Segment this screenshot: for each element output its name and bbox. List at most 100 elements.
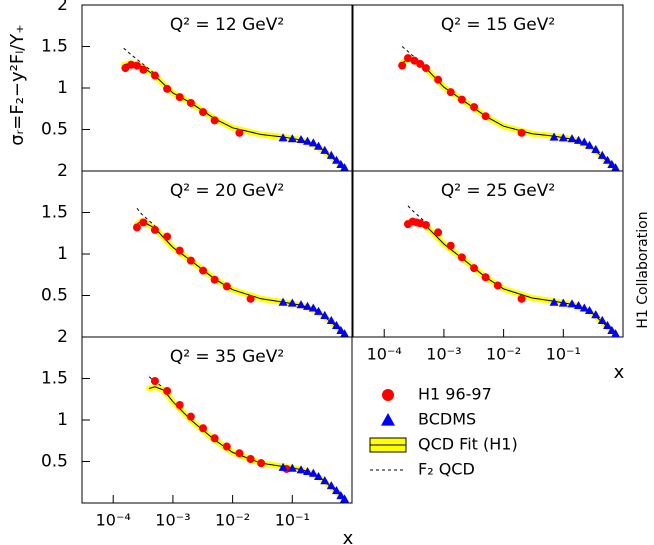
bcdms-point xyxy=(320,476,330,485)
h1-point xyxy=(163,386,172,395)
h1-point xyxy=(210,116,219,125)
y-tick-label: 1 xyxy=(57,244,68,264)
h1-point xyxy=(481,112,490,121)
bcdms-point xyxy=(340,163,350,172)
h1-point xyxy=(470,264,479,273)
bcdms-point xyxy=(314,471,324,481)
h1-point xyxy=(446,88,455,97)
fit-band xyxy=(399,55,619,171)
h1-point xyxy=(434,75,443,84)
legend-label: BCDMS xyxy=(418,410,476,429)
bcdms-point xyxy=(603,320,613,329)
legend-marker xyxy=(382,389,394,401)
h1-point xyxy=(210,275,219,284)
bcdms-point xyxy=(579,137,589,146)
h1-point xyxy=(457,95,466,104)
bcdms-point xyxy=(287,298,297,307)
h1-point xyxy=(199,108,208,117)
h1-point xyxy=(121,64,130,73)
h1-point xyxy=(175,401,184,410)
bcdms-point xyxy=(308,468,318,477)
y-tick-label: 1.5 xyxy=(41,369,68,389)
bcdms-point xyxy=(591,310,601,319)
x-tick-label: 10⁻³ xyxy=(155,511,190,530)
bcdms-point xyxy=(574,135,584,144)
h1-point xyxy=(446,241,455,250)
bcdms-point xyxy=(278,133,288,142)
h1-point xyxy=(210,434,219,443)
bcdms-point xyxy=(340,494,350,503)
h1-point xyxy=(150,376,159,385)
bcdms-point xyxy=(326,481,336,490)
y-axis-label: σᵣ=F₂−y²Fₗ/Y₊ xyxy=(7,24,28,146)
h1-point xyxy=(493,281,502,290)
bcdms-point xyxy=(597,315,607,324)
h1-point xyxy=(421,220,430,229)
y-tick-label: 1 xyxy=(57,410,68,430)
panel-title: Q² = 12 GeV² xyxy=(170,15,284,35)
panel-title: Q² = 20 GeV² xyxy=(170,181,284,201)
h1-point xyxy=(517,128,526,137)
x-tick-label: 10⁻¹ xyxy=(275,511,310,530)
panel-title: Q² = 15 GeV² xyxy=(441,15,555,35)
bcdms-point xyxy=(308,303,318,312)
x-tick-label: 10⁻² xyxy=(215,511,250,530)
h1-point xyxy=(222,442,231,451)
h1-point xyxy=(163,84,172,93)
h1-point xyxy=(139,65,148,74)
h1-point xyxy=(175,93,184,102)
h1-point xyxy=(398,61,407,70)
panel-title: Q² = 25 GeV² xyxy=(441,181,555,201)
bcdms-point xyxy=(320,310,330,320)
x-axis-label: x xyxy=(614,362,625,383)
h1-point xyxy=(186,412,195,421)
h1-point xyxy=(139,218,148,227)
legend-marker xyxy=(381,413,395,426)
bcdms-point xyxy=(597,150,607,159)
h1-point xyxy=(175,246,184,255)
panel-title: Q² = 35 GeV² xyxy=(170,347,284,367)
bcdms-point xyxy=(549,132,559,141)
h1-point xyxy=(163,232,172,241)
bcdms-point xyxy=(567,299,577,308)
bcdms-point xyxy=(303,466,313,476)
f2-qcd-line xyxy=(407,205,427,223)
h1-point xyxy=(199,266,208,275)
bcdms-point xyxy=(296,465,306,474)
h1-point xyxy=(403,54,412,63)
bcdms-point xyxy=(314,141,324,150)
bcdms-point xyxy=(585,140,595,149)
fit-band xyxy=(405,217,619,337)
h1-point xyxy=(257,459,266,468)
h1-point xyxy=(517,294,526,303)
bcdms-point xyxy=(603,155,613,164)
h1-point xyxy=(246,455,255,464)
bcdms-point xyxy=(574,300,584,310)
h1-point xyxy=(150,225,159,234)
h1-point xyxy=(434,228,443,237)
h1-point xyxy=(416,59,425,68)
y-tick-label: 1.5 xyxy=(41,203,68,223)
x-tick-label: 10⁻² xyxy=(486,345,521,364)
bcdms-point xyxy=(326,315,336,324)
h1-point xyxy=(246,294,255,303)
h1-point xyxy=(235,449,244,458)
y-tick-label: 0.5 xyxy=(41,120,68,140)
h1-point xyxy=(235,128,244,137)
bcdms-point xyxy=(296,134,306,144)
bcdms-point xyxy=(326,150,336,159)
bcdms-point xyxy=(558,133,568,142)
bcdms-point xyxy=(332,486,342,495)
bcdms-point xyxy=(611,329,621,338)
bcdms-point xyxy=(303,301,313,310)
bcdms-point xyxy=(579,303,589,312)
h1-point xyxy=(132,223,141,232)
bcdms-point xyxy=(340,329,350,338)
h1-point xyxy=(132,61,141,70)
h1-point xyxy=(186,98,195,107)
bcdms-point xyxy=(591,144,601,154)
x-tick-label: 10⁻⁴ xyxy=(96,511,131,530)
f2-qcd-line xyxy=(136,207,156,227)
bcdms-point xyxy=(314,306,324,315)
